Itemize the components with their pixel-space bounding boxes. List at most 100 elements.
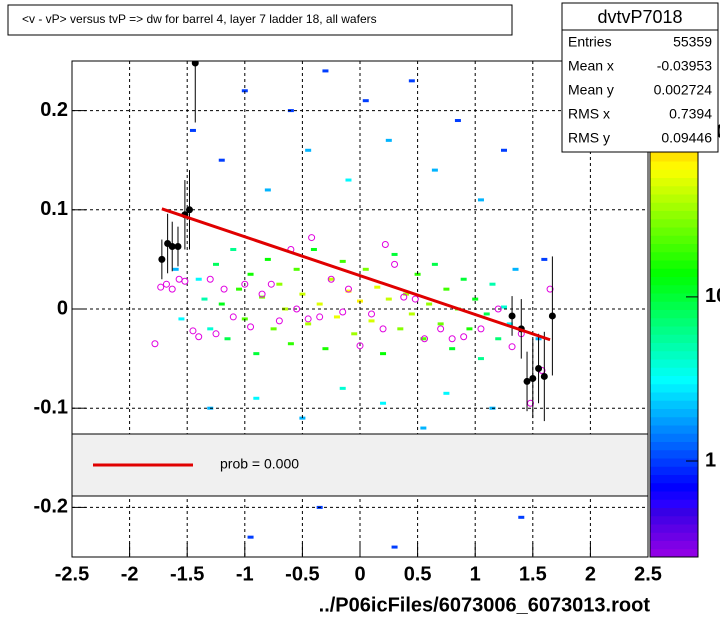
mean-point — [411, 295, 419, 303]
cell — [385, 138, 392, 142]
stats-key: Entries — [568, 34, 612, 50]
fit-line — [161, 207, 551, 342]
cell — [454, 119, 461, 123]
cell — [420, 337, 427, 341]
cell — [380, 401, 387, 405]
mean-point — [275, 317, 283, 325]
mean-point — [258, 290, 266, 298]
palette-swatch — [650, 260, 698, 269]
stats-value: 55359 — [673, 34, 712, 50]
stats-box: dvtvP7018 Entries 55359 Mean x -0.03953 Mean … — [561, 2, 719, 153]
profile-point — [540, 372, 548, 380]
cell — [426, 302, 433, 306]
cell — [299, 292, 306, 296]
palette-swatch — [650, 227, 698, 236]
cell — [316, 302, 323, 306]
cell — [541, 257, 548, 261]
palette-swatch — [650, 400, 698, 409]
y-tick-label: 0.1 — [40, 198, 68, 220]
mean-point — [344, 285, 352, 293]
cell — [276, 282, 283, 286]
stats-value: -0.03953 — [657, 58, 712, 74]
cell — [506, 322, 513, 326]
cell — [501, 305, 507, 309]
mean-point — [195, 333, 203, 341]
stats-key: Mean y — [568, 82, 614, 98]
mean-point — [229, 313, 237, 321]
cell — [460, 277, 467, 281]
plot-frame — [71, 60, 649, 558]
profile-point — [168, 243, 176, 251]
x-tick-label: 1.5 — [519, 563, 547, 585]
palette-swatch — [650, 466, 698, 475]
stats-key: RMS y — [568, 130, 610, 146]
cell — [253, 352, 260, 356]
x-tick-label: -2.5 — [55, 563, 89, 585]
cell — [293, 267, 300, 271]
x-tick-label: -2 — [121, 563, 139, 585]
palette-swatch — [650, 301, 698, 310]
palette-swatch — [650, 326, 698, 335]
palette-swatch — [650, 317, 698, 327]
stats-value: 0.002724 — [654, 82, 713, 98]
cell — [518, 515, 525, 519]
y-tick-label: 0.2 — [40, 99, 68, 121]
cell — [443, 287, 450, 291]
cell — [253, 396, 260, 400]
palette-swatch — [650, 474, 698, 484]
cell — [207, 327, 214, 331]
palette-swatch — [650, 392, 698, 401]
cell — [477, 357, 484, 361]
palette-swatch — [650, 540, 698, 550]
mean-point — [508, 343, 516, 351]
mean-point — [448, 335, 456, 343]
title-box — [7, 4, 513, 36]
mean-point — [379, 325, 387, 333]
palette-swatch — [650, 359, 698, 368]
palette-swatch — [650, 375, 698, 385]
mean-point — [220, 285, 228, 293]
mean-point — [400, 293, 408, 301]
palette-swatch — [650, 210, 698, 220]
x-tick-label: 0.5 — [404, 563, 432, 585]
cell — [282, 307, 289, 311]
mean-point — [368, 310, 376, 318]
cell — [477, 198, 484, 202]
mean-point — [546, 285, 554, 293]
mean-point — [293, 305, 301, 313]
cell — [495, 337, 502, 341]
palette-swatch — [650, 482, 698, 492]
profile-point — [174, 243, 182, 251]
stats-key: RMS x — [568, 106, 610, 122]
stats-frame — [561, 2, 719, 153]
mean-point — [421, 335, 429, 343]
cell — [218, 302, 225, 306]
palette-swatch — [650, 532, 698, 541]
palette-swatch — [650, 202, 698, 211]
x-axis-label: ../P06icFiles/6073006_6073013.root — [319, 594, 651, 616]
cell — [230, 247, 237, 251]
cell — [489, 282, 496, 286]
cell — [345, 178, 352, 182]
mean-point — [212, 330, 220, 338]
palette-swatch — [650, 425, 698, 434]
cell — [414, 272, 421, 276]
profile-point — [529, 374, 537, 382]
cell — [431, 262, 438, 266]
mean-point — [267, 280, 275, 288]
palette-swatch — [650, 251, 698, 261]
profile-point — [186, 206, 194, 214]
palette-swatch — [650, 408, 698, 418]
cell — [201, 297, 208, 301]
stats-title: dvtvP7018 — [597, 7, 682, 27]
profile-point — [158, 255, 166, 263]
cell — [368, 319, 375, 323]
mean-point — [381, 241, 389, 249]
cell — [322, 347, 329, 351]
x-tick-label: 2.5 — [634, 563, 662, 585]
cell — [420, 426, 427, 430]
mean-point — [157, 283, 165, 291]
palette-swatch — [650, 342, 698, 352]
z-tick-label: 1 — [705, 449, 716, 471]
palette-swatch — [650, 383, 698, 393]
